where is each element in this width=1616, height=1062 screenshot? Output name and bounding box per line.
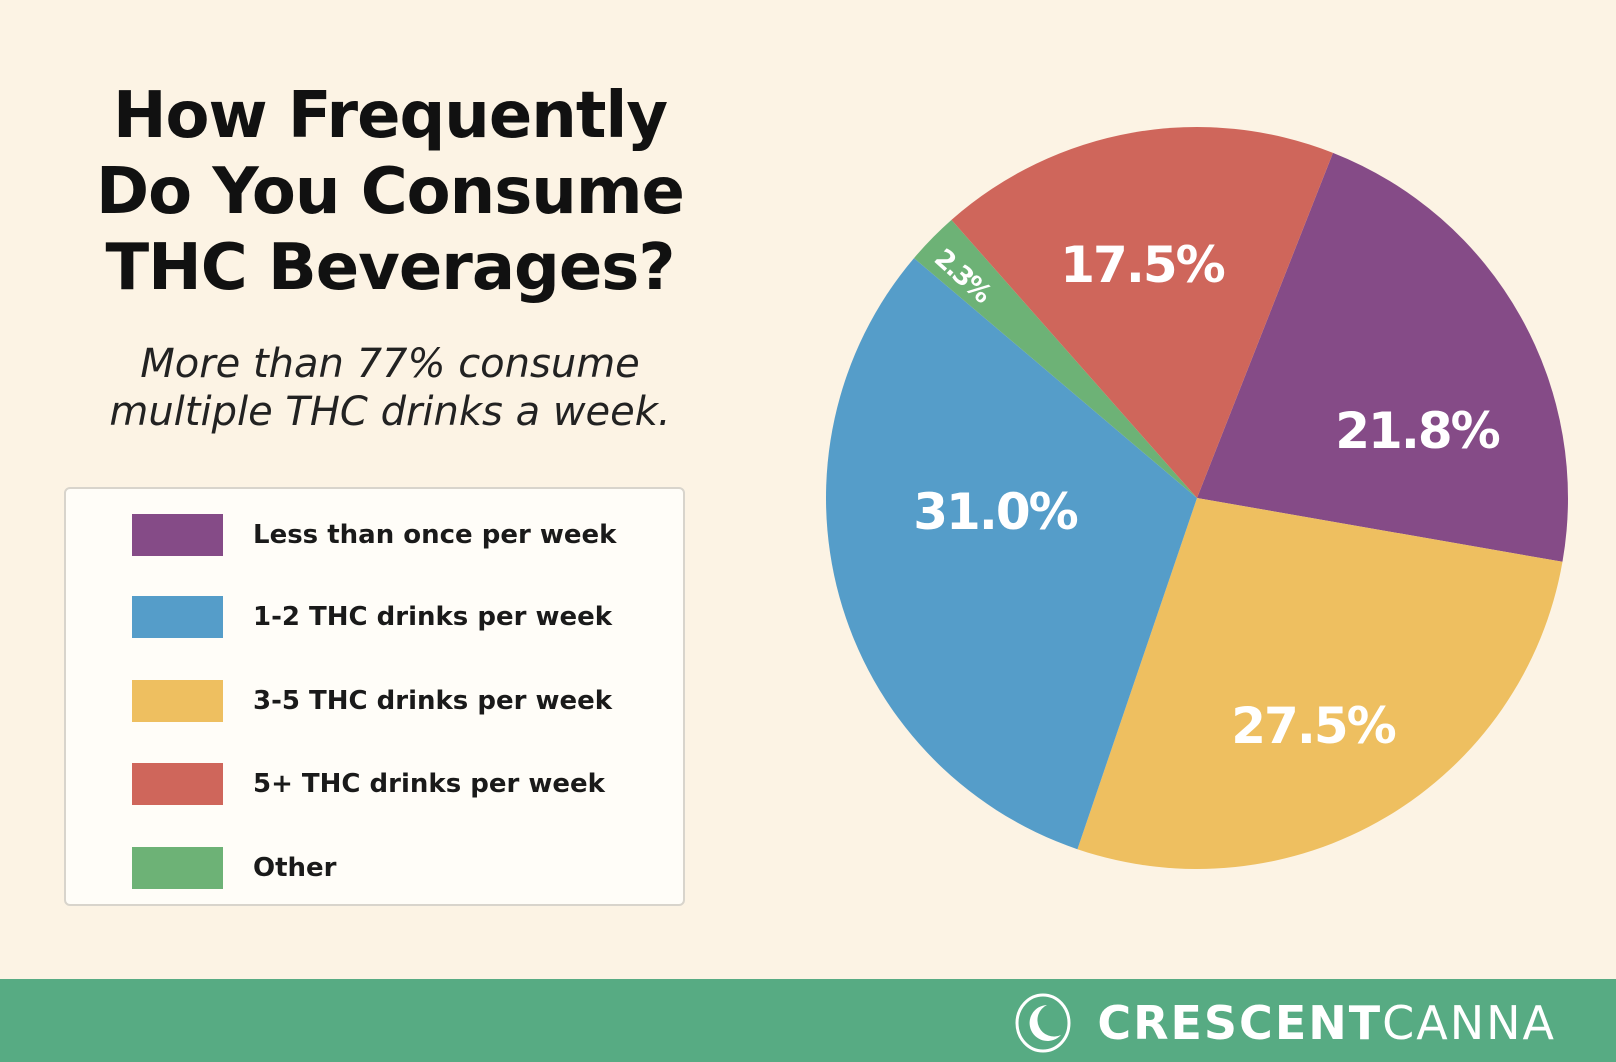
legend-label: Less than once per week — [253, 520, 617, 550]
title-line: Do You Consume — [96, 155, 685, 229]
legend-swatch — [132, 596, 223, 638]
title-line: THC Beverages? — [105, 231, 676, 305]
legend-label: 1-2 THC drinks per week — [253, 602, 613, 632]
pie-chart: 21.8%27.5%31.0%2.3% 17.5% — [826, 127, 1568, 869]
pie-slice — [951, 127, 1333, 499]
legend-swatch — [132, 847, 223, 889]
slice-label: 17.5% — [1060, 236, 1224, 294]
legend-item: 5+ THC drinks per week — [132, 763, 605, 805]
legend-swatch — [132, 514, 223, 556]
pie-slice — [1197, 152, 1568, 562]
brand-logo: CRESCENTCANNA — [1013, 993, 1556, 1053]
legend-label: Other — [253, 853, 337, 883]
slice-label: 31.0% — [913, 483, 1077, 541]
subtitle-line: More than 77% consume — [140, 341, 640, 387]
legend-item: 1-2 THC drinks per week — [132, 596, 612, 638]
legend-label: 3-5 THC drinks per week — [253, 686, 613, 716]
legend-item: Other — [132, 847, 337, 889]
crescent-moon-icon — [1015, 993, 1071, 1053]
legend-item: 3-5 THC drinks per week — [132, 680, 612, 722]
brand-name-bold: CRESCENT — [1097, 996, 1383, 1050]
legend: Less than once per week 1-2 THC drinks pe… — [64, 487, 685, 906]
pie-slice — [1077, 498, 1563, 869]
legend-swatch — [132, 680, 223, 722]
subtitle-line: multiple THC drinks a week. — [109, 389, 671, 435]
legend-swatch — [132, 763, 223, 805]
legend-item: Less than once per week — [132, 514, 616, 556]
footer-bar: CRESCENTCANNA — [0, 979, 1616, 1062]
chart-subtitle: More than 77% consume multiple THC drink… — [20, 340, 760, 436]
pie-slice — [914, 219, 1197, 498]
title-line: How Frequently — [112, 79, 668, 153]
pie-slice — [826, 258, 1197, 850]
brand-name-light: CANNA — [1382, 996, 1556, 1050]
brand-name: CRESCENTCANNA — [1097, 996, 1556, 1050]
slice-label: 27.5% — [1231, 697, 1395, 755]
chart-title: How Frequently Do You Consume THC Bevera… — [40, 78, 740, 306]
slice-label: 21.8% — [1335, 402, 1499, 460]
legend-label: 5+ THC drinks per week — [253, 769, 605, 799]
